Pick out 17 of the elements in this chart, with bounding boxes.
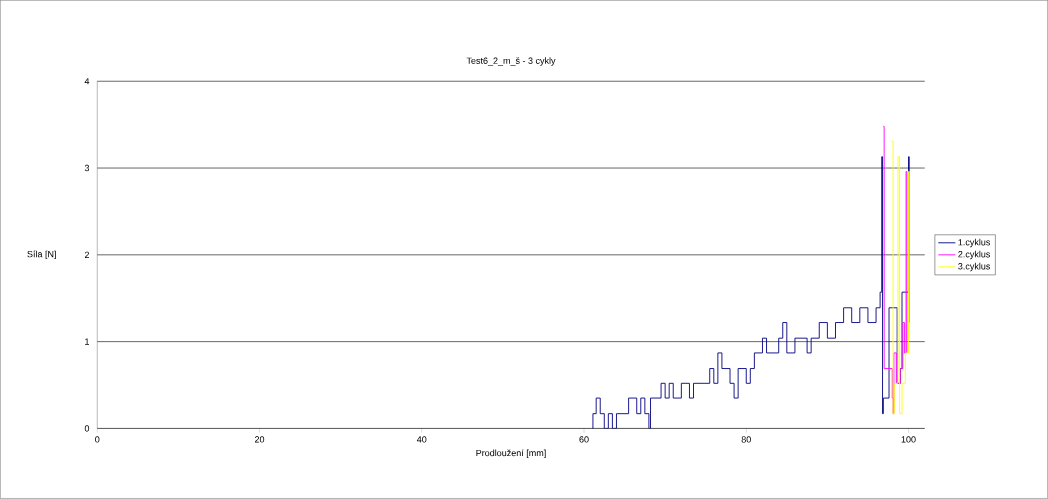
legend-label: 3.cyklus — [958, 263, 991, 272]
x-tick-label: 80 — [741, 436, 751, 443]
y-tick-label: 1 — [85, 338, 90, 345]
x-tick-label: 20 — [254, 436, 265, 443]
x-tick-label: 100 — [901, 436, 916, 443]
legend-label: 2.cyklus — [958, 250, 991, 260]
x-tick-label: 40 — [416, 436, 427, 443]
y-tick-label: 0 — [84, 425, 90, 432]
legend-label: 1.cyklus — [958, 238, 991, 248]
y-tick-label: 2 — [84, 251, 89, 259]
y-axis-title: Síla [N] — [27, 250, 56, 260]
y-tick-label: 4 — [84, 78, 90, 85]
y-tick-label: 3 — [84, 165, 90, 172]
x-tick-label: 60 — [579, 436, 589, 443]
x-tick-label: 0 — [95, 436, 100, 443]
x-axis-title: Prodloužení [mm] — [476, 449, 546, 459]
chart-title: Test6_2_m_š - 3 cykly — [466, 57, 556, 66]
